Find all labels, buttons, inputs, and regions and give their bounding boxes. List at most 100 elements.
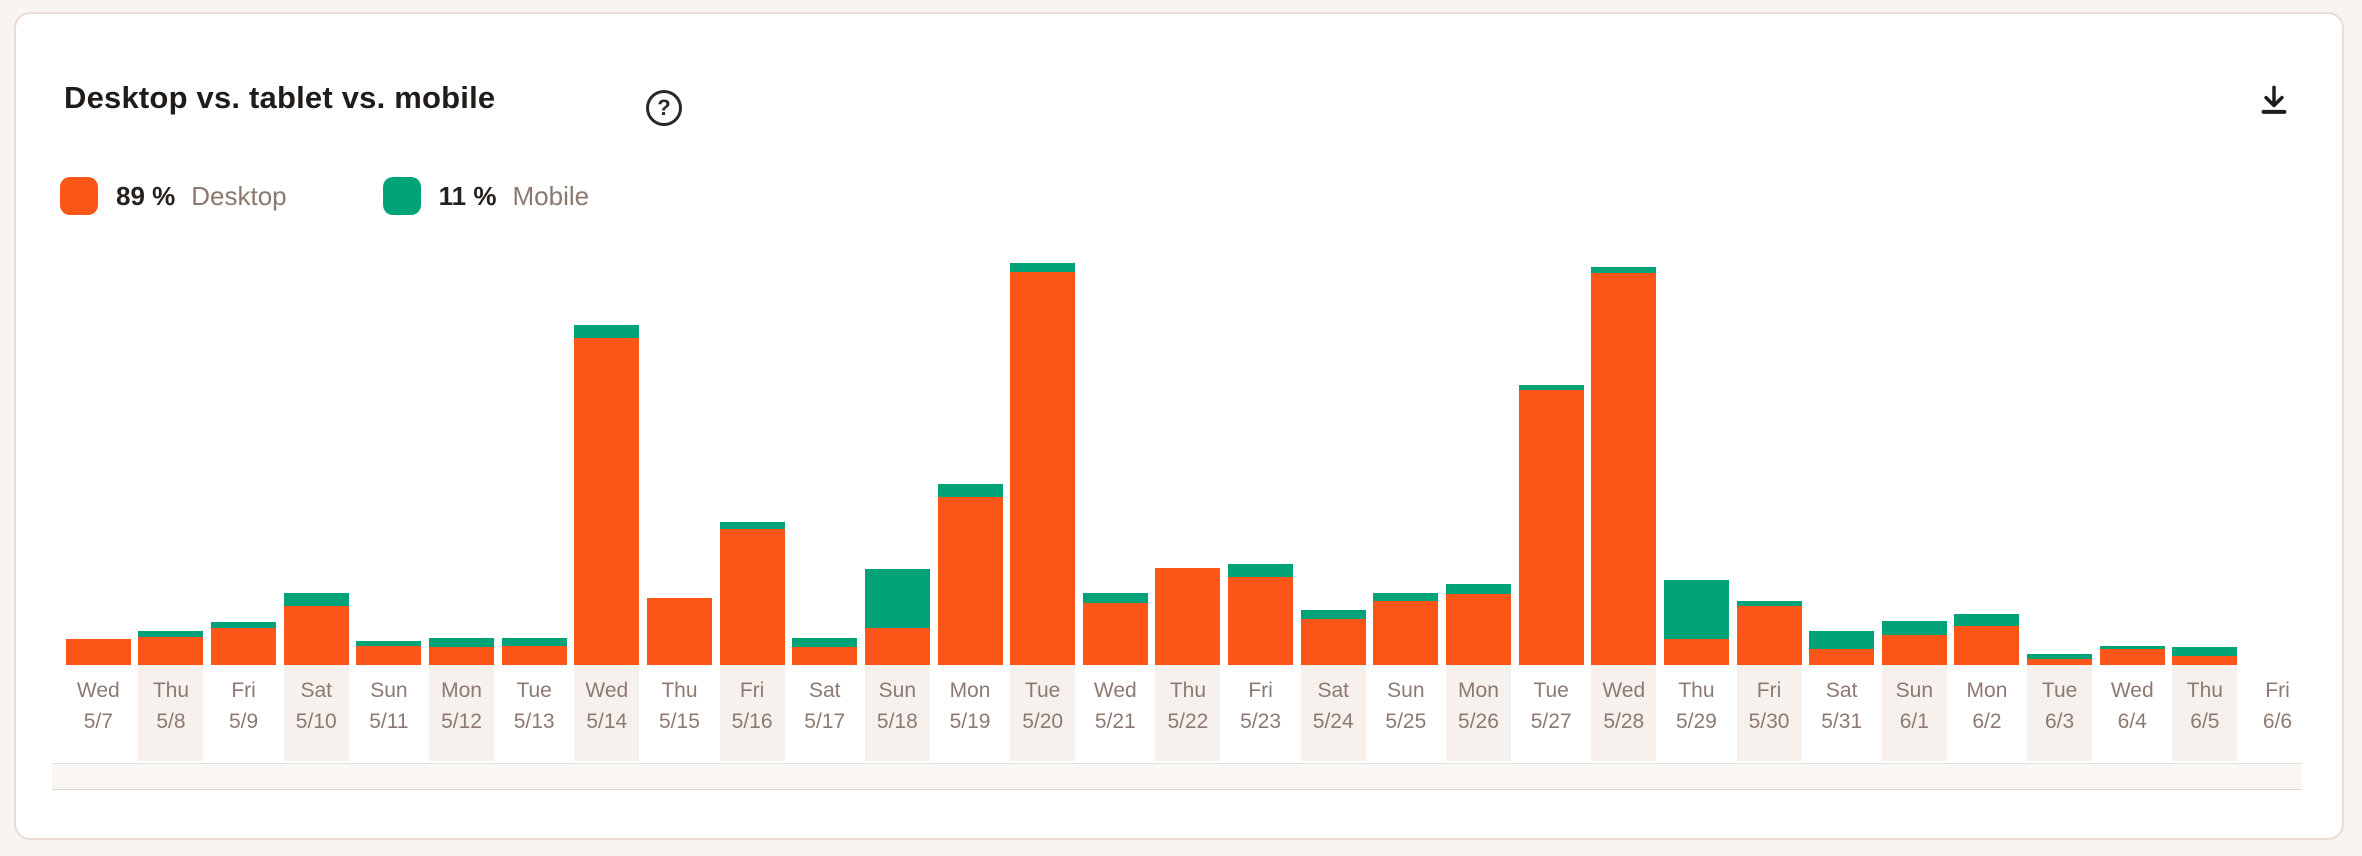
bar-desktop-segment[interactable] (1300, 619, 1366, 665)
bar-desktop-segment[interactable] (1518, 390, 1584, 665)
bar-stack[interactable] (646, 598, 712, 665)
bar-desktop-segment[interactable] (356, 646, 422, 665)
bar-desktop-segment[interactable] (283, 606, 349, 665)
download-button[interactable] (2250, 76, 2298, 124)
bar-mobile-segment[interactable] (1373, 593, 1439, 601)
bar-desktop-segment[interactable] (501, 646, 567, 665)
bar-stack[interactable] (792, 638, 858, 665)
bar-stack[interactable] (356, 641, 422, 665)
bar-mobile-segment[interactable] (1736, 601, 1802, 606)
bar-stack[interactable] (937, 484, 1003, 665)
bar-mobile-segment[interactable] (1082, 593, 1148, 603)
bar-desktop-segment[interactable] (1809, 649, 1875, 665)
bar-desktop-segment[interactable] (2027, 659, 2093, 665)
bar-stack[interactable] (1445, 584, 1511, 665)
bar-stack[interactable] (1954, 614, 2020, 665)
chart-column: Wed 6/4 (2096, 255, 2169, 761)
bar-mobile-segment[interactable] (1663, 580, 1729, 639)
bar-stack[interactable] (501, 638, 567, 665)
bar-mobile-segment[interactable] (1518, 385, 1584, 390)
bar-desktop-segment[interactable] (1010, 272, 1076, 665)
bar-desktop-segment[interactable] (2099, 649, 2165, 665)
bar-stack[interactable] (1300, 610, 1366, 665)
bar-desktop-segment[interactable] (211, 628, 277, 665)
bar-desktop-segment[interactable] (792, 647, 858, 665)
bar-stack[interactable] (719, 522, 785, 665)
x-axis-label-date: 5/10 (295, 710, 337, 733)
x-axis-label-day: Tue (516, 679, 552, 702)
bar-mobile-segment[interactable] (1591, 267, 1657, 273)
bar-desktop-segment[interactable] (2172, 656, 2238, 665)
bar-mobile-segment[interactable] (792, 638, 858, 647)
bar-mobile-segment[interactable] (1228, 564, 1294, 577)
bar-stack[interactable] (1155, 568, 1221, 665)
bar-stack[interactable] (2099, 646, 2165, 665)
legend-item-desktop[interactable]: 89 % Desktop (60, 177, 287, 215)
bar-mobile-segment[interactable] (1954, 614, 2020, 626)
bar-stack[interactable] (574, 325, 640, 665)
bar-desktop-segment[interactable] (1881, 635, 1947, 665)
x-axis-label: Mon 5/19 (938, 665, 1003, 761)
chart-column: Sat 5/24 (1297, 255, 1370, 761)
legend-item-mobile[interactable]: 11 % Mobile (382, 177, 589, 215)
bar-stack[interactable] (283, 593, 349, 665)
bar-stack[interactable] (211, 622, 277, 665)
bar-mobile-segment[interactable] (574, 325, 640, 338)
bar-stack[interactable] (1809, 631, 1875, 665)
bar-stack[interactable] (1082, 593, 1148, 665)
bar-mobile-segment[interactable] (356, 641, 422, 646)
bar-stack[interactable] (1228, 564, 1294, 665)
bar-mobile-segment[interactable] (937, 484, 1003, 497)
bar-desktop-segment[interactable] (937, 497, 1003, 665)
bar-desktop-segment[interactable] (1155, 568, 1221, 665)
bar-mobile-segment[interactable] (138, 631, 204, 637)
question-mark-circle-icon[interactable]: ? (646, 90, 682, 126)
scrollbar-track[interactable] (52, 763, 2302, 790)
bar-mobile-segment[interactable] (1881, 621, 1947, 635)
bar-desktop-segment[interactable] (1373, 601, 1439, 665)
bar-desktop-segment[interactable] (138, 637, 204, 665)
bar-mobile-segment[interactable] (501, 638, 567, 646)
bar-desktop-segment[interactable] (1082, 603, 1148, 665)
bar-stack[interactable] (1373, 593, 1439, 665)
bar-desktop-segment[interactable] (646, 598, 712, 665)
bar-stack[interactable] (65, 639, 131, 665)
bar-desktop-segment[interactable] (1663, 639, 1729, 665)
bar-desktop-segment[interactable] (429, 647, 495, 665)
bar-desktop-segment[interactable] (719, 529, 785, 665)
bar-stack[interactable] (1663, 580, 1729, 665)
bar-stack[interactable] (1736, 601, 1802, 665)
bar-stack[interactable] (138, 631, 204, 665)
bar-desktop-segment[interactable] (1228, 577, 1294, 665)
x-axis-label-day: Fri (1248, 679, 1273, 702)
bar-mobile-segment[interactable] (719, 522, 785, 529)
bar-mobile-segment[interactable] (2027, 654, 2093, 659)
bar-mobile-segment[interactable] (1010, 263, 1076, 272)
bar-mobile-segment[interactable] (2099, 646, 2165, 649)
bar-mobile-segment[interactable] (429, 638, 495, 647)
bar-stack[interactable] (1591, 267, 1657, 665)
bar-mobile-segment[interactable] (211, 622, 277, 628)
bar-desktop-segment[interactable] (1736, 606, 1802, 665)
bar-mobile-segment[interactable] (1300, 610, 1366, 619)
x-axis-label-day: Mon (949, 679, 991, 702)
bar-desktop-segment[interactable] (864, 628, 930, 665)
x-axis-label: Tue 5/13 (502, 665, 567, 761)
bar-desktop-segment[interactable] (65, 639, 131, 665)
bar-stack[interactable] (1518, 385, 1584, 665)
bar-desktop-segment[interactable] (1445, 594, 1511, 665)
bar-stack[interactable] (1010, 263, 1076, 665)
bar-stack[interactable] (2027, 654, 2093, 665)
bar-desktop-segment[interactable] (1954, 626, 2020, 665)
bar-mobile-segment[interactable] (1809, 631, 1875, 649)
bar-mobile-segment[interactable] (2172, 647, 2238, 656)
bar-desktop-segment[interactable] (574, 338, 640, 665)
bar-stack[interactable] (2172, 647, 2238, 665)
bar-mobile-segment[interactable] (283, 593, 349, 606)
bar-stack[interactable] (1881, 621, 1947, 665)
bar-mobile-segment[interactable] (1445, 584, 1511, 594)
bar-desktop-segment[interactable] (1591, 273, 1657, 665)
bar-mobile-segment[interactable] (864, 569, 930, 628)
bar-stack[interactable] (429, 638, 495, 665)
bar-stack[interactable] (864, 569, 930, 665)
